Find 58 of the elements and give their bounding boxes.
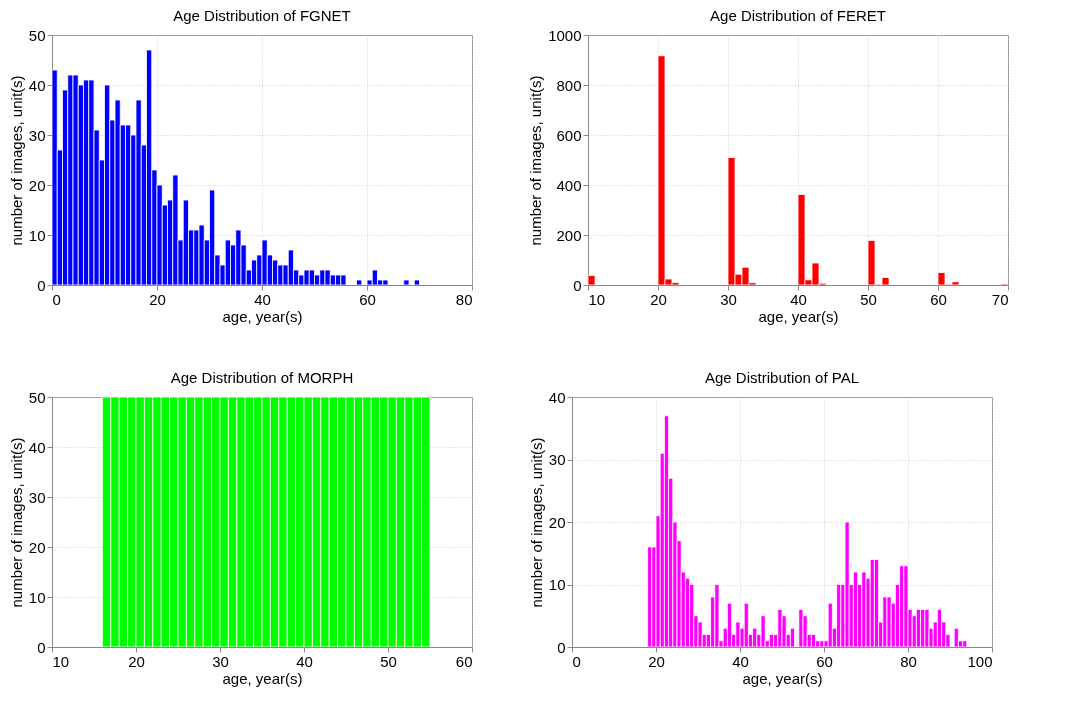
x-tick-label: 20 bbox=[650, 290, 667, 308]
x-axis-title: age, year(s) bbox=[222, 669, 303, 687]
x-tick-label: 0 bbox=[52, 290, 61, 308]
x-tick-label: 60 bbox=[455, 652, 473, 670]
x-tick-label: 10 bbox=[588, 290, 606, 308]
y-tick-label: 40 bbox=[28, 438, 46, 456]
y-tick-label: 50 bbox=[28, 26, 46, 44]
y-tick-label: 0 bbox=[37, 638, 46, 656]
x-axis-title: age, year(s) bbox=[742, 669, 823, 687]
y-tick-label: 30 bbox=[548, 451, 566, 468]
x-tick-label: 30 bbox=[720, 290, 737, 308]
x-tick-label: 40 bbox=[732, 652, 749, 670]
x-tick-label: 20 bbox=[149, 290, 166, 308]
y-tick-label: 50 bbox=[28, 388, 46, 406]
y-tick-label: 10 bbox=[28, 588, 46, 606]
y-tick-label: 20 bbox=[28, 538, 46, 556]
y-tick-label: 0 bbox=[557, 638, 566, 656]
y-axis-title: number of images, unit(s) bbox=[527, 75, 545, 246]
x-tick-label: 80 bbox=[455, 290, 473, 308]
y-axis-title: number of images, unit(s) bbox=[7, 437, 25, 608]
x-tick-label: 80 bbox=[900, 652, 917, 670]
x-tick-label: 40 bbox=[254, 290, 271, 308]
y-tick-label: 20 bbox=[28, 176, 46, 194]
x-axis-title: age, year(s) bbox=[222, 307, 303, 325]
chart-title: Age Distribution of PAL bbox=[705, 369, 859, 386]
y-tick-label: 0 bbox=[37, 276, 46, 294]
chart-title: Age Distribution of FERET bbox=[710, 7, 886, 24]
y-tick-label: 200 bbox=[556, 226, 582, 244]
x-tick-label: 50 bbox=[380, 652, 397, 670]
x-tick-label: 100 bbox=[967, 652, 993, 670]
x-tick-label: 60 bbox=[816, 652, 833, 670]
x-tick-label: 60 bbox=[359, 290, 376, 308]
y-tick-label: 20 bbox=[548, 513, 566, 531]
x-tick-label: 50 bbox=[860, 290, 877, 308]
y-axis-title: number of images, unit(s) bbox=[527, 437, 545, 608]
y-tick-label: 10 bbox=[28, 226, 46, 244]
chart-title: Age Distribution of MORPH bbox=[170, 369, 354, 386]
y-tick-label: 400 bbox=[556, 176, 582, 194]
x-tick-label: 70 bbox=[991, 290, 1009, 308]
y-tick-label: 40 bbox=[548, 388, 566, 406]
x-tick-label: 20 bbox=[128, 652, 145, 670]
x-tick-label: 60 bbox=[930, 290, 947, 308]
y-tick-label: 10 bbox=[548, 576, 566, 593]
y-tick-label: 30 bbox=[28, 126, 46, 144]
y-tick-label: 600 bbox=[556, 126, 582, 144]
x-tick-label: 20 bbox=[648, 652, 665, 670]
y-tick-label: 0 bbox=[573, 276, 582, 294]
y-tick-label: 40 bbox=[28, 76, 46, 94]
x-tick-label: 30 bbox=[212, 652, 229, 670]
x-tick-label: 10 bbox=[52, 652, 70, 670]
x-tick-label: 40 bbox=[790, 290, 807, 308]
x-axis-title: age, year(s) bbox=[758, 307, 839, 325]
y-axis-title: number of images, unit(s) bbox=[7, 75, 25, 246]
x-tick-label: 40 bbox=[296, 652, 313, 670]
y-tick-label: 800 bbox=[556, 76, 582, 94]
chart-title: Age Distribution of FGNET bbox=[173, 7, 351, 24]
y-tick-label: 1000 bbox=[548, 26, 582, 44]
y-tick-label: 30 bbox=[28, 488, 46, 506]
